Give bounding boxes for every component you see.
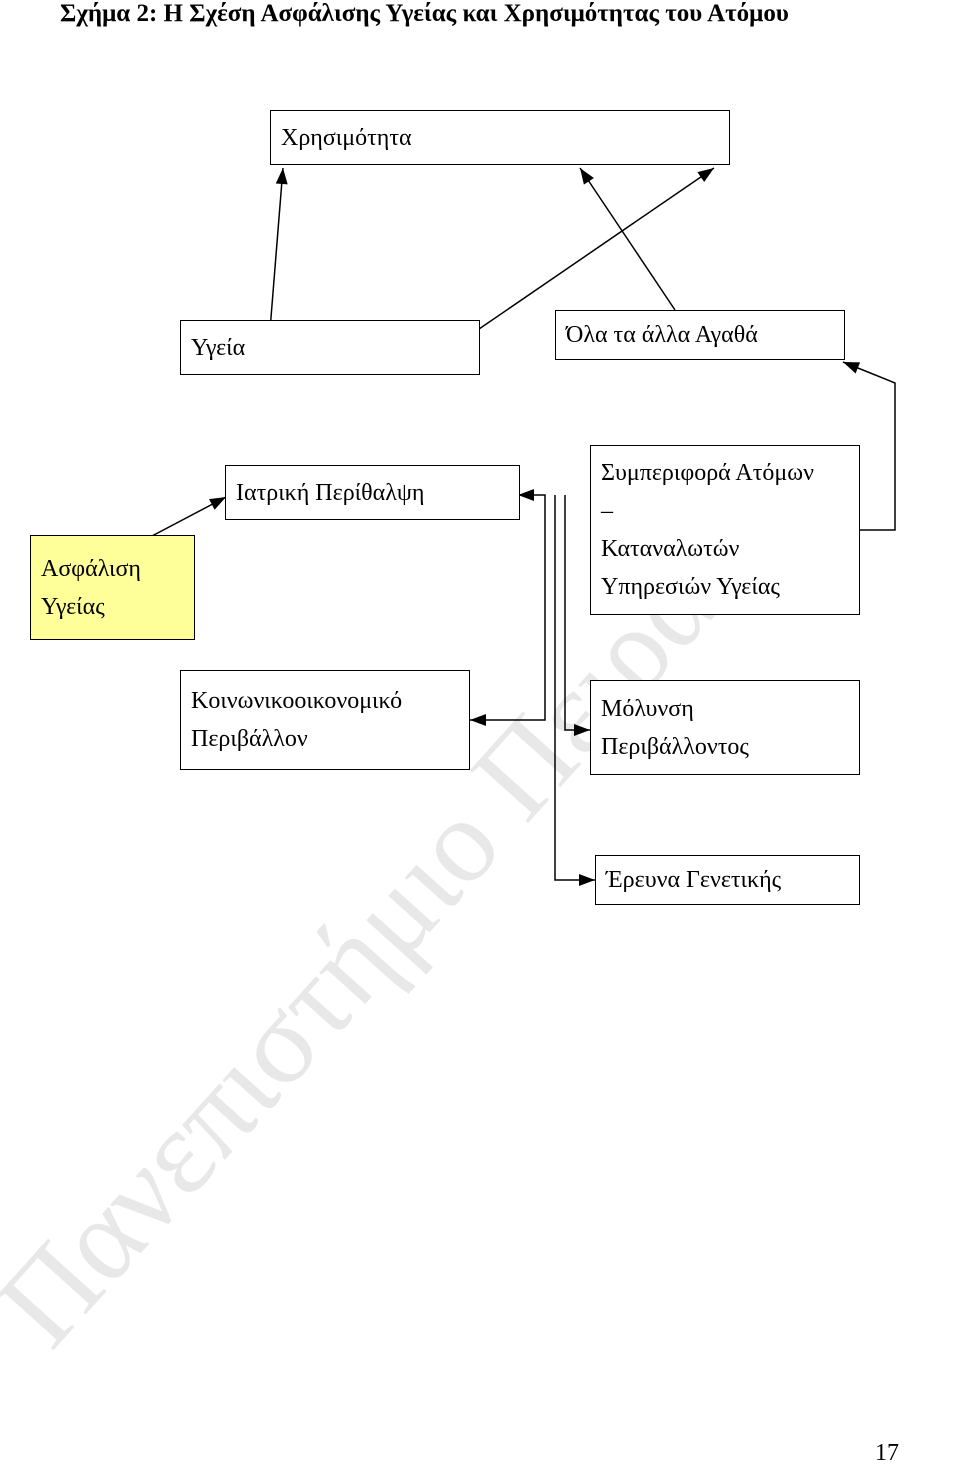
node-text: Συμπεριφορά Ατόμων <box>601 454 859 492</box>
page-number: 17 <box>875 1440 899 1467</box>
node-text: Καταναλωτών <box>601 530 859 568</box>
node-text: Υπηρεσιών Υγείας <box>601 568 859 606</box>
node-utility: Χρησιμότητα <box>270 110 730 165</box>
arrowhead <box>518 489 534 501</box>
node-text: Ιατρική Περίθαλψη <box>236 474 519 512</box>
arrowhead <box>276 168 288 184</box>
page: Πανεπιστήμιο Πειραιώς Σχήμα 2: Η Σχέση Α… <box>0 0 960 1478</box>
node-text: Έρευνα Γενετικής <box>606 861 859 899</box>
node-medical: Ιατρική Περίθαλψη <box>225 465 520 520</box>
node-genetic: Έρευνα Γενετικής <box>595 855 860 905</box>
node-text: Υγείας <box>41 588 194 626</box>
edge <box>152 497 226 536</box>
node-insurance: ΑσφάλισηΥγείας <box>30 535 195 640</box>
node-text: Ασφάλιση <box>41 550 194 588</box>
node-text: Κοινωνικοοικονομικό <box>191 682 469 720</box>
node-other_goods: Όλα τα άλλα Αγαθά <box>555 310 845 360</box>
node-socio: ΚοινωνικοοικονομικόΠεριβάλλον <box>180 670 470 770</box>
node-pollution: ΜόλυνσηΠεριβάλλοντος <box>590 680 860 775</box>
node-text: Περιβάλλον <box>191 720 469 758</box>
figure-title: Σχήμα 2: Η Σχέση Ασφάλισης Υγείας και Χρ… <box>60 0 789 28</box>
edge <box>580 168 675 310</box>
arrowhead <box>209 497 226 510</box>
arrowhead <box>843 362 860 374</box>
node-behavior: Συμπεριφορά Ατόμων–ΚαταναλωτώνΥπηρεσιών … <box>590 445 860 615</box>
arrowhead <box>697 168 714 182</box>
edge <box>270 168 283 330</box>
node-text: Υγεία <box>191 329 479 367</box>
node-text: – <box>601 492 859 530</box>
node-text: Όλα τα άλλα Αγαθά <box>566 316 844 354</box>
node-health: Υγεία <box>180 320 480 375</box>
arrowhead <box>580 168 594 185</box>
node-text: Μόλυνση <box>601 690 859 728</box>
node-text: Περιβάλλοντος <box>601 728 859 766</box>
arrowhead <box>579 874 595 886</box>
node-text: Χρησιμότητα <box>281 119 729 157</box>
